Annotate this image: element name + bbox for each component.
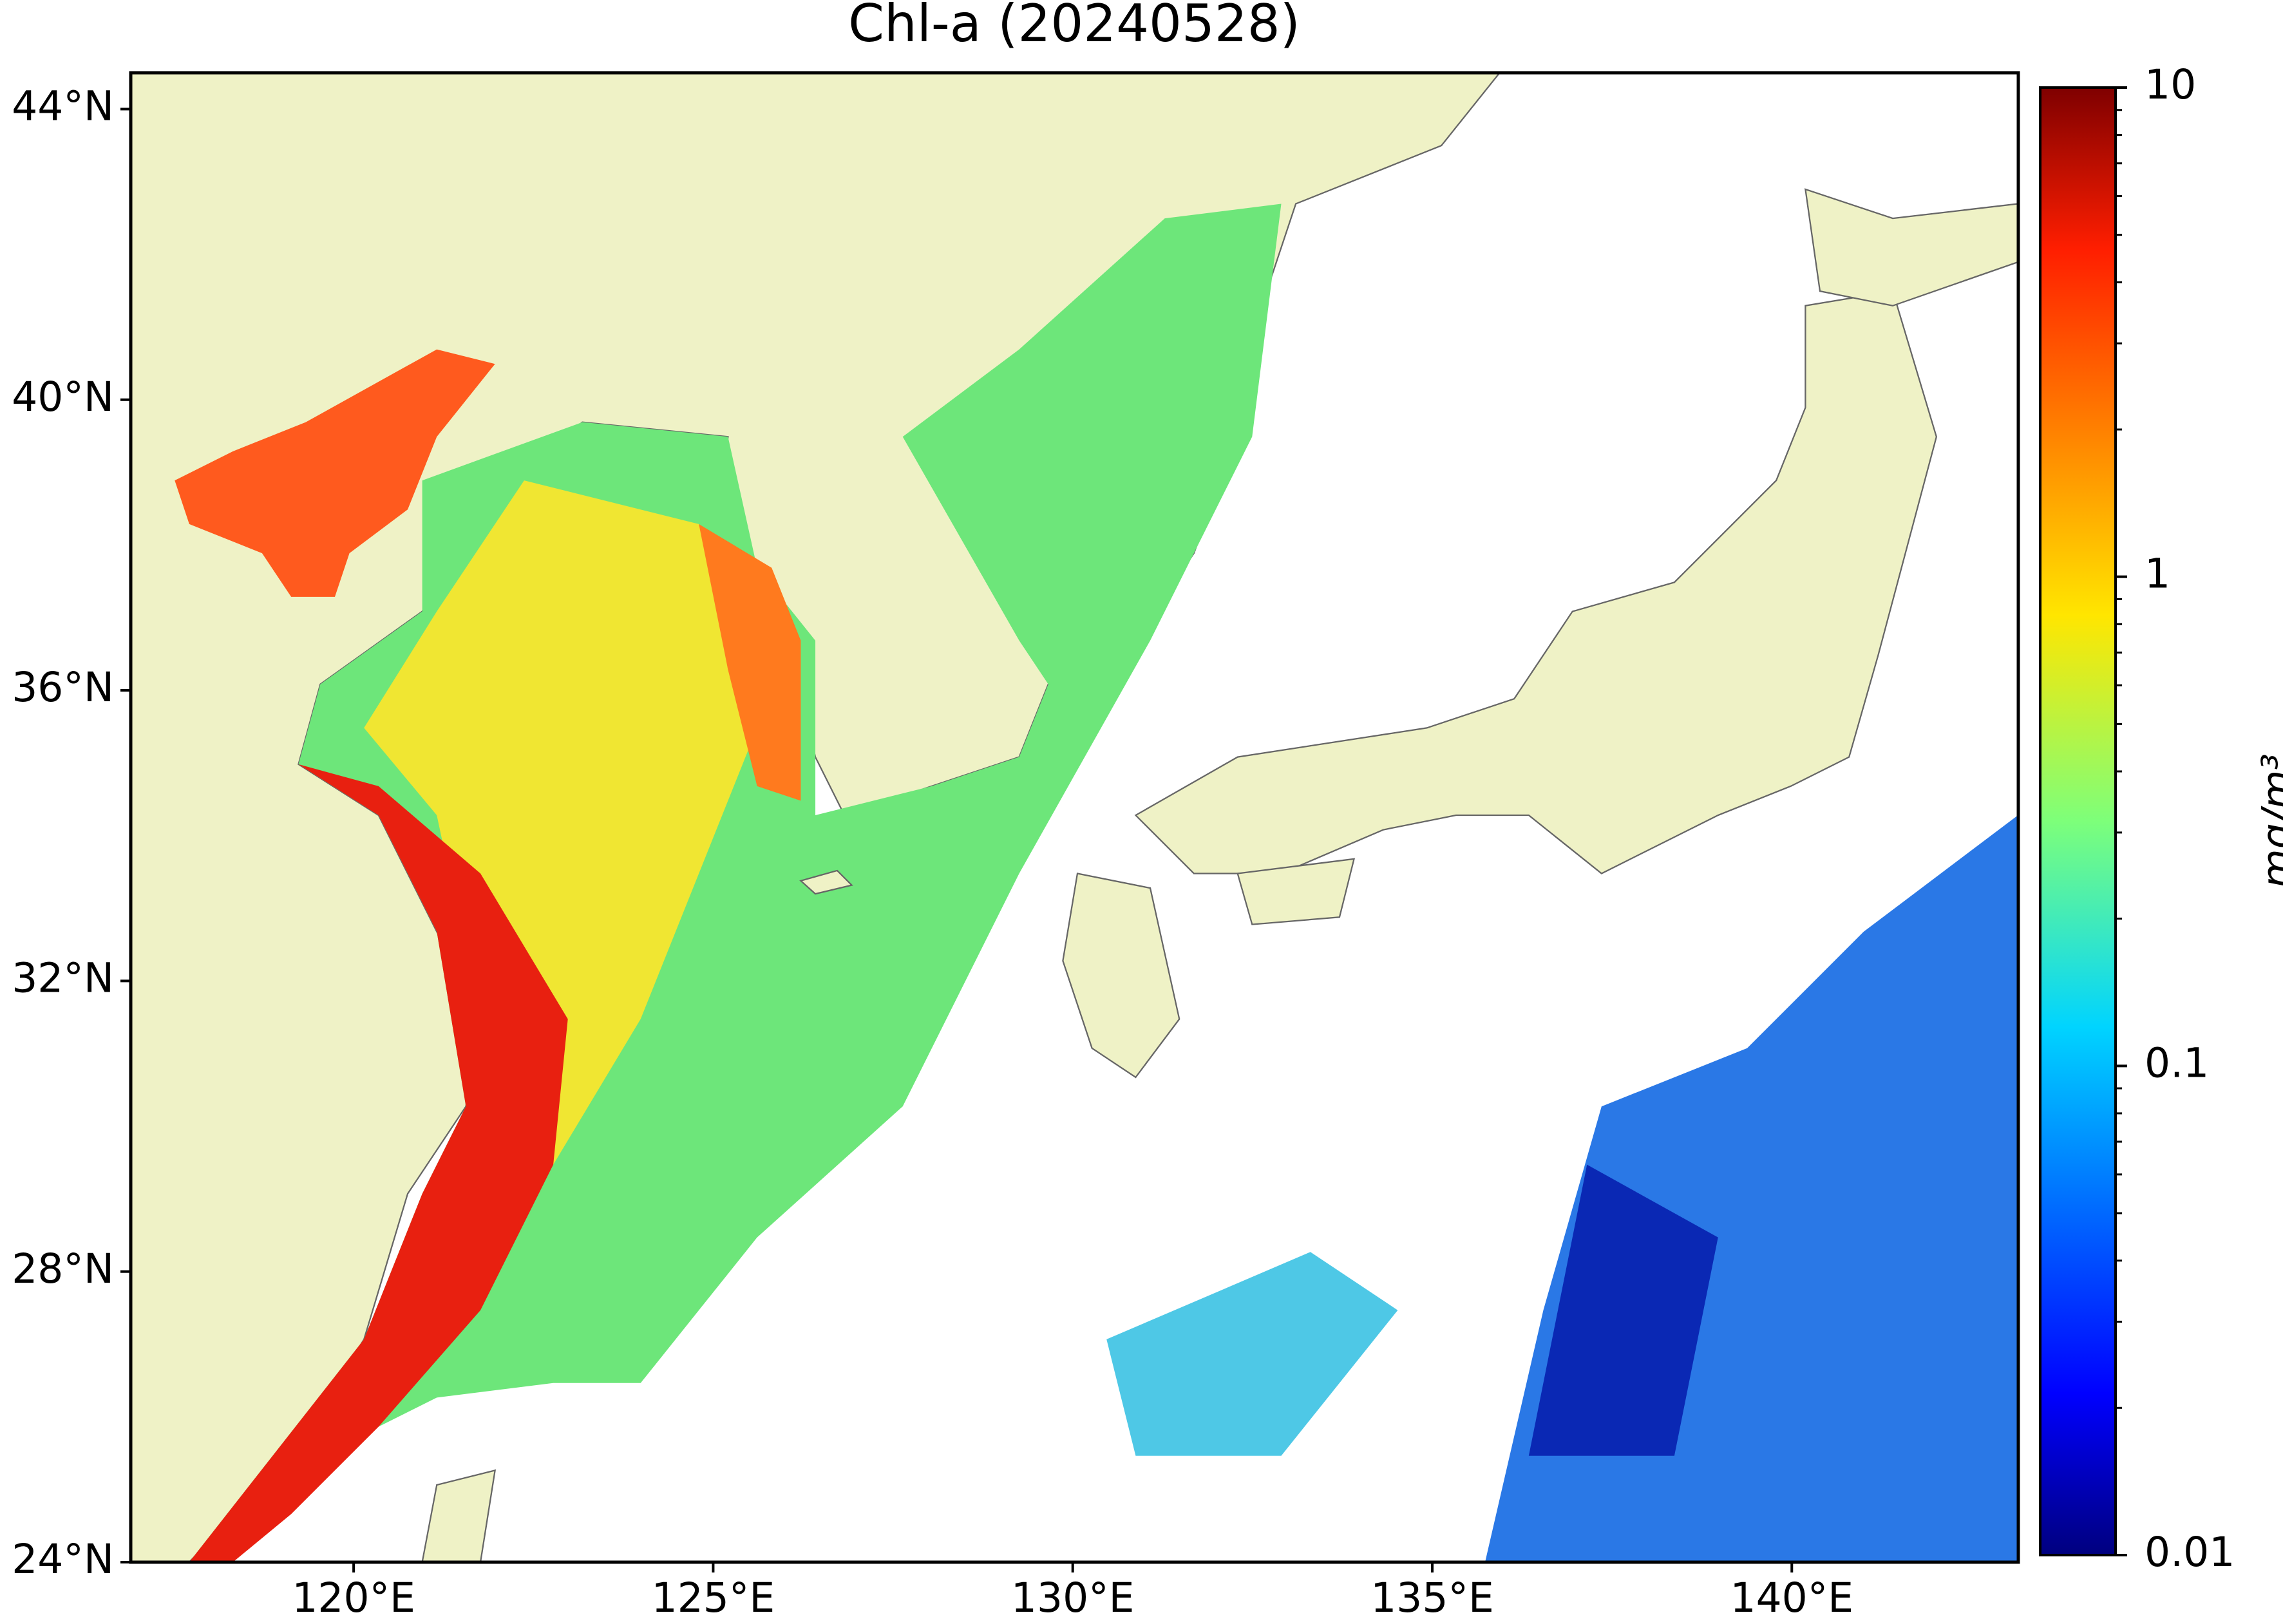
land-kyushu [1062,873,1180,1079]
x-tick-label: 135°E [1370,1574,1494,1621]
chl-bohai [175,349,495,597]
chl-scattered [1106,1252,1398,1456]
y-tick-label: 44°N [12,82,114,129]
colorbar-tick-label: 10 [2145,61,2196,108]
y-tick-label: 32°N [12,954,114,1001]
colorbar-tick-label: 0.1 [2145,1039,2209,1086]
y-tick-label: 24°N [12,1536,114,1583]
colorbar-tick-label: 1 [2145,551,2170,598]
x-tick-label: 125°E [652,1574,775,1621]
plot-frame [129,71,2020,1564]
chl-korea-west [699,524,801,801]
y-tick-label: 28°N [12,1245,114,1292]
y-tick-label: 36°N [12,664,114,711]
y-tick-label: 40°N [12,373,114,420]
x-tick-label: 120°E [292,1574,415,1621]
land-honshu [1134,290,1938,874]
map-shapes [131,73,2018,1562]
chl-low-patch [1528,1164,1718,1456]
chl-china-coast [189,764,568,1562]
map-layer [131,73,2018,1562]
x-tick-label: 130°E [1011,1574,1135,1621]
colorbar-tick-label: 0.01 [2145,1529,2235,1576]
colorbar [2039,86,2117,1556]
x-tick-label: 140°E [1730,1574,1853,1621]
colorbar-label: mg/m³ [2253,753,2283,888]
chl-yellow-sea [364,480,757,1165]
land-shikoku [1236,858,1356,925]
land-jeju [799,869,853,895]
chart-title: Chl-a (20240528) [848,0,1300,53]
